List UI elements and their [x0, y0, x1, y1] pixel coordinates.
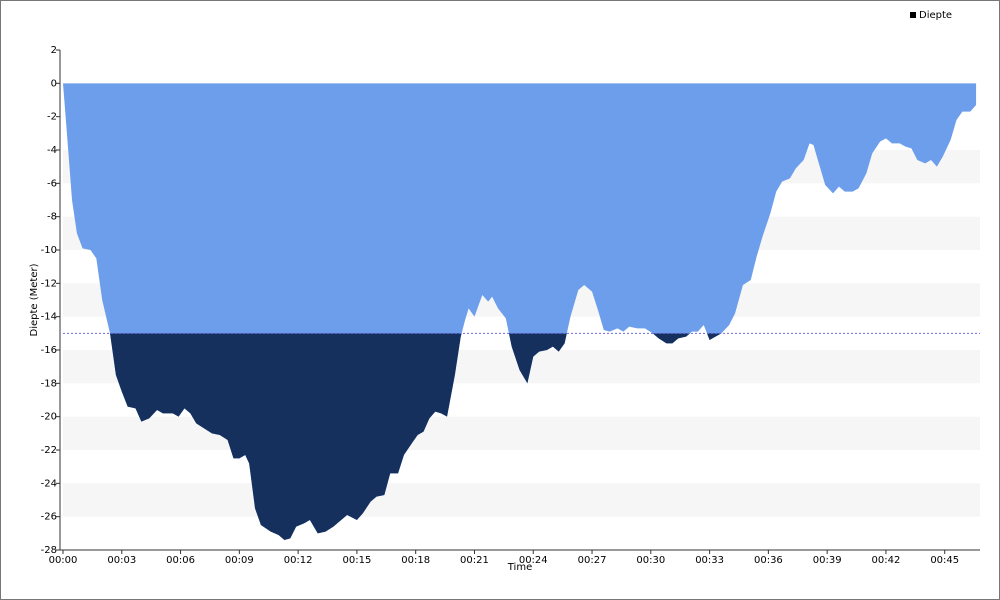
y-tick-label: 0 [51, 78, 57, 89]
x-tick-label: 00:24 [519, 555, 548, 566]
x-tick-label: 00:12 [284, 555, 313, 566]
y-axis-label: Diepte (Meter) [29, 263, 40, 336]
x-tick-label: 00:27 [578, 555, 607, 566]
x-tick-label: 00:36 [754, 555, 783, 566]
y-tick-label: -8 [47, 212, 57, 223]
x-tick-label: 00:18 [401, 555, 430, 566]
x-tick-label: 00:03 [107, 555, 136, 566]
y-tick-label: -28 [41, 545, 57, 556]
x-tick-label: 00:39 [813, 555, 842, 566]
x-tick-label: 00:09 [225, 555, 254, 566]
x-axis-label: Time [507, 562, 532, 573]
y-tick-label: -4 [47, 145, 57, 156]
x-tick-label: 00:21 [460, 555, 489, 566]
y-tick-label: -14 [41, 312, 57, 323]
x-tick-label: 00:42 [872, 555, 901, 566]
y-tick-label: -20 [41, 412, 57, 423]
y-tick-label: -22 [41, 445, 57, 456]
y-tick-label: 2 [51, 45, 57, 56]
x-tick-label: 00:33 [695, 555, 724, 566]
y-tick-label: -18 [41, 378, 57, 389]
legend-swatch [910, 12, 916, 18]
x-tick-label: 00:00 [49, 555, 78, 566]
y-tick-label: -10 [41, 245, 57, 256]
y-tick-label: -12 [41, 278, 57, 289]
grid-band [63, 483, 980, 517]
x-tick-label: 00:45 [930, 555, 959, 566]
x-tick-label: 00:06 [166, 555, 195, 566]
legend-label: Diepte [919, 10, 952, 21]
x-tick-label: 00:30 [636, 555, 665, 566]
y-tick-label: -2 [47, 112, 57, 123]
x-tick-label: 00:15 [342, 555, 371, 566]
y-tick-label: -24 [41, 478, 57, 489]
y-tick-label: -16 [41, 345, 57, 356]
area-below-reference [110, 333, 722, 540]
y-tick-label: -26 [41, 512, 57, 523]
y-tick-label: -6 [47, 178, 57, 189]
